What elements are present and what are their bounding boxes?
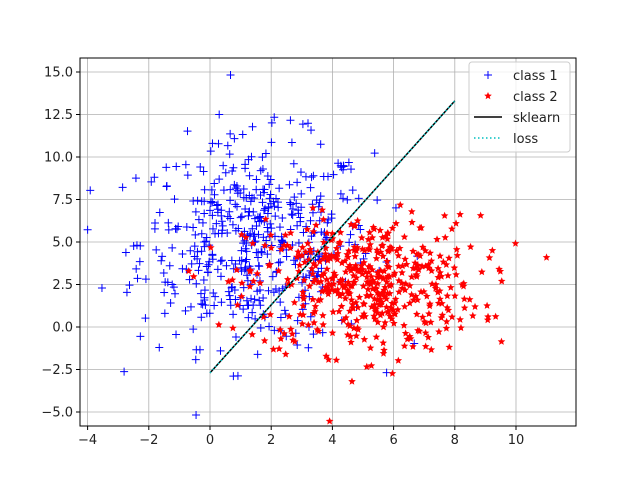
x-tick-label: −4 (78, 433, 97, 448)
legend-label: class 1 (513, 69, 558, 84)
x-tick-label: 0 (206, 433, 214, 448)
legend-label: class 2 (513, 90, 558, 105)
y-tick-label: 10.0 (44, 151, 73, 166)
x-tick-label: 4 (328, 433, 336, 448)
y-tick-label: 2.5 (52, 278, 73, 293)
y-tick-label: 15.0 (44, 66, 73, 81)
data-points (83, 70, 551, 425)
y-tick-label: 12.5 (44, 108, 73, 123)
x-tick-label: 6 (389, 433, 397, 448)
decision-lines (209, 100, 456, 374)
y-tick-label: 7.5 (52, 193, 73, 208)
x-tick-label: 10 (508, 433, 525, 448)
y-tick-label: 5.0 (52, 236, 73, 251)
x-tick-label: −2 (139, 433, 158, 448)
legend: class 1 class 2 sklearn loss (468, 61, 571, 153)
legend-label: sklearn (513, 111, 560, 126)
legend-label: loss (513, 132, 538, 147)
y-tick-label: −2.5 (41, 363, 73, 378)
y-tick-label: 0.0 (52, 321, 73, 336)
x-tick-label: 2 (267, 433, 275, 448)
y-tick-label: −5.0 (41, 406, 73, 421)
axis-ticks: −4 −2 0 2 4 6 8 10 −5.0 −2.5 0.0 2.5 5.0 7.5 10.0 12.5 1… (41, 66, 524, 449)
x-tick-label: 8 (451, 433, 459, 448)
